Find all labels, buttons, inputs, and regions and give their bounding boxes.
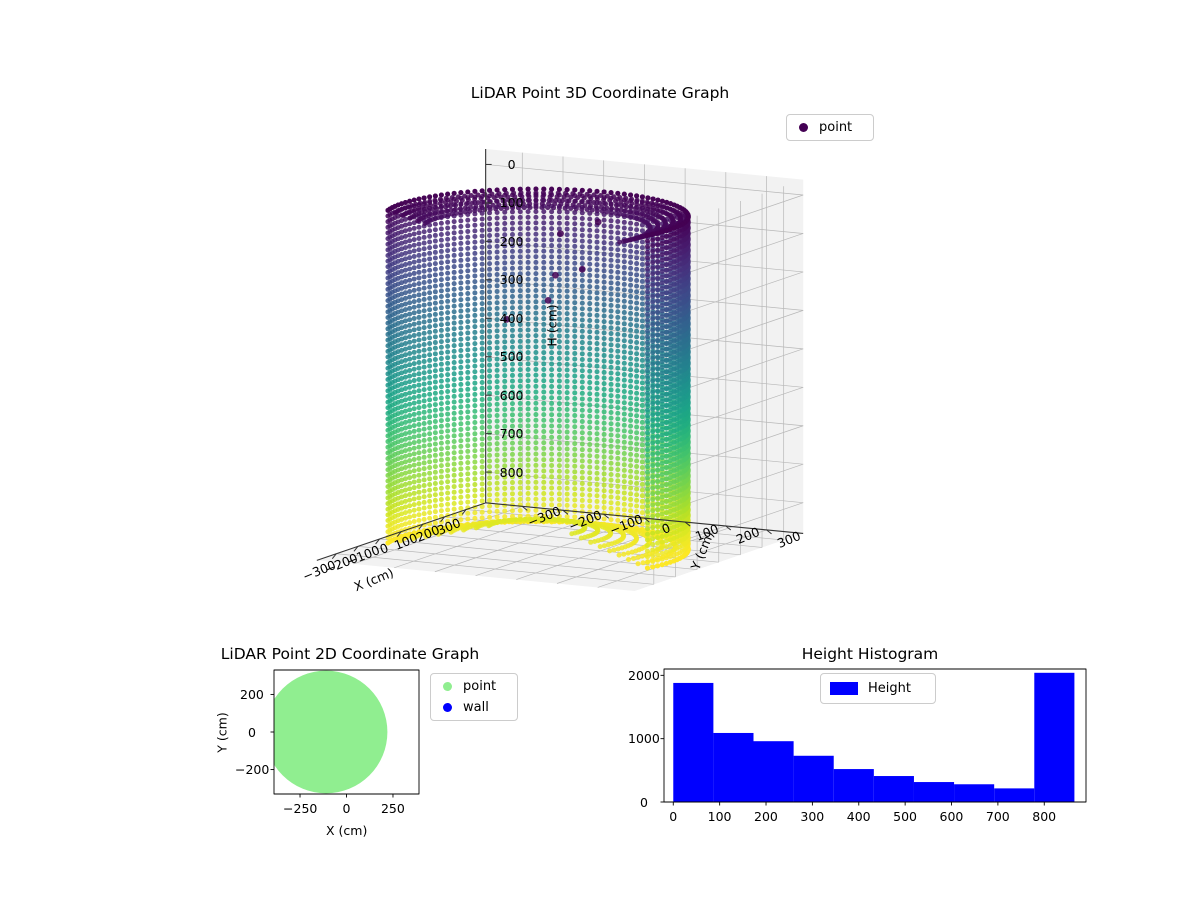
xtick-hist-600: 600 [939, 808, 964, 824]
xtick-2d-0: 0 [342, 800, 351, 816]
xtick-hist-300: 300 [800, 808, 825, 824]
ytick-hist-1000: 1000 [628, 731, 660, 747]
ztick-3d-800: 800 [499, 464, 524, 480]
page-title-histogram: Height Histogram [801, 645, 939, 663]
legend-label-wall: wall [463, 700, 489, 715]
legend-patch-height [830, 682, 858, 695]
legend-entry-wall-2d: wall [431, 697, 517, 718]
ztick-3d-500: 500 [499, 349, 524, 365]
page-title-2d: LiDAR Point 2D Coordinate Graph [220, 645, 480, 663]
legend-marker-point [443, 682, 452, 691]
ztick-3d-200: 200 [499, 233, 524, 249]
legend-2d[interactable]: point wall [430, 673, 518, 721]
legend-entry-height: Height [821, 674, 935, 703]
xtick-hist-500: 500 [893, 808, 917, 824]
ztick-3d-700: 700 [499, 426, 524, 442]
legend-3d[interactable]: point [786, 114, 874, 141]
ztick-3d-300: 300 [499, 272, 524, 288]
legend-histogram[interactable]: Height [820, 673, 936, 704]
xtick-hist-800: 800 [1032, 808, 1057, 824]
ytick-hist-0: 0 [640, 794, 648, 810]
legend-entry-point: point [787, 115, 873, 140]
legend-label-height: Height [868, 681, 911, 696]
xtick-hist-0: 0 [669, 808, 678, 824]
axis-label-y-2d: Y (cm) [214, 711, 230, 753]
ztick-3d-100: 100 [499, 195, 524, 211]
page-title-3d: LiDAR Point 3D Coordinate Graph [470, 84, 730, 102]
legend-label-point: point [819, 120, 853, 135]
xtick-2d--250: −250 [283, 800, 318, 816]
axis-label-z-3d: H (cm) [544, 304, 560, 348]
xtick-hist-400: 400 [846, 808, 871, 824]
axis-label-x-2d: X (cm) [326, 822, 368, 838]
ytick-2d-200: 200 [240, 686, 264, 702]
xtick-hist-100: 100 [707, 808, 732, 824]
ytick-2d-0: 0 [248, 724, 256, 740]
xtick-2d-250: 250 [380, 800, 405, 816]
ztick-3d-400: 400 [499, 310, 524, 326]
legend-marker-wall [443, 703, 452, 712]
xtick-hist-700: 700 [985, 808, 1010, 824]
xtick-hist-200: 200 [754, 808, 778, 824]
legend-marker-point [799, 123, 808, 132]
legend-label-point: point [463, 679, 497, 694]
ztick-3d-600: 600 [499, 387, 524, 403]
legend-entry-point-2d: point [431, 676, 517, 697]
ztick-3d-0: 0 [507, 156, 516, 172]
ytick-hist-2000: 2000 [628, 667, 660, 683]
ytick-2d--200: −200 [235, 762, 270, 778]
